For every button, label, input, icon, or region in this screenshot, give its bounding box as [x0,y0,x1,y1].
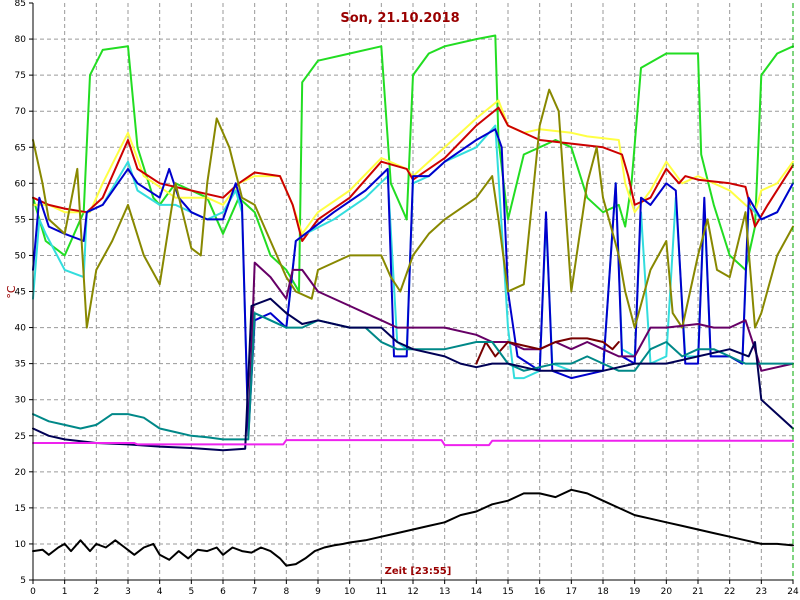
series-line-12 [32,488,794,567]
series-line-7 [247,261,794,437]
x-tick-label: 21 [692,587,703,597]
x-tick-label: 17 [566,587,577,597]
x-tick-label: 11 [376,587,387,597]
y-tick-label: 15 [15,504,26,514]
x-tick-label: 2 [93,587,99,597]
y-tick-label: 80 [15,35,27,45]
series-line-5 [32,128,794,437]
series-line-1 [32,34,794,293]
x-tick-label: 4 [157,587,163,597]
y-tick-label: 10 [15,540,27,550]
y-tick-label: 75 [15,71,26,81]
series-line-11 [32,439,794,447]
x-axis-label: Zeit [23:55] [385,566,452,577]
x-tick-label: 5 [188,587,194,597]
x-tick-label: 20 [661,587,673,597]
chart-title: Son, 21.10.2018 [340,11,459,26]
x-tick-label: 3 [125,587,131,597]
y-tick-label: 40 [15,324,27,334]
x-tick-label: 7 [252,587,258,597]
x-tick-label: 16 [534,587,546,597]
tick-labels: 0 1 2 3 4 5 6 7 8 9 10 11 12 13 14 15 16 17 18 19 20 21 22 23 24… [15,0,799,597]
x-tick-label: 8 [283,587,289,597]
x-tick-label: 10 [344,587,356,597]
x-tick-label: 18 [597,587,609,597]
x-tick-label: 19 [629,587,641,597]
x-tick-label: 15 [502,587,513,597]
y-tick-label: 55 [15,215,26,225]
x-tick-label: 22 [724,587,735,597]
y-tick-label: 85 [15,0,26,9]
y-tick-label: 65 [15,143,26,153]
x-tick-label: 13 [439,587,450,597]
x-tick-label: 0 [30,587,36,597]
y-axis-label: °C [5,285,18,299]
y-tick-label: 25 [15,432,26,442]
y-tick-label: 50 [15,251,27,261]
y-tick-label: 35 [15,360,26,370]
y-tick-label: 70 [15,107,27,117]
y-tick-label: 5 [20,576,26,586]
x-tick-label: 24 [787,587,799,597]
series-lines [32,34,794,567]
y-tick-label: 30 [15,396,27,406]
series-line-2 [32,99,794,235]
series-line-9 [32,312,794,441]
y-tick-label: 45 [15,288,26,298]
y-tick-label: 60 [15,179,27,189]
series-line-6 [32,88,794,329]
x-tick-label: 6 [220,587,226,597]
x-tick-label: 1 [62,587,68,597]
x-tick-label: 14 [471,587,483,597]
series-line-8 [475,337,620,365]
axes [29,2,794,584]
series-line-3 [32,106,794,242]
x-tick-label: 23 [756,587,767,597]
x-tick-label: 12 [407,587,418,597]
x-tick-label: 9 [315,587,321,597]
series-line-10 [32,297,794,452]
y-tick-label: 20 [15,468,27,478]
